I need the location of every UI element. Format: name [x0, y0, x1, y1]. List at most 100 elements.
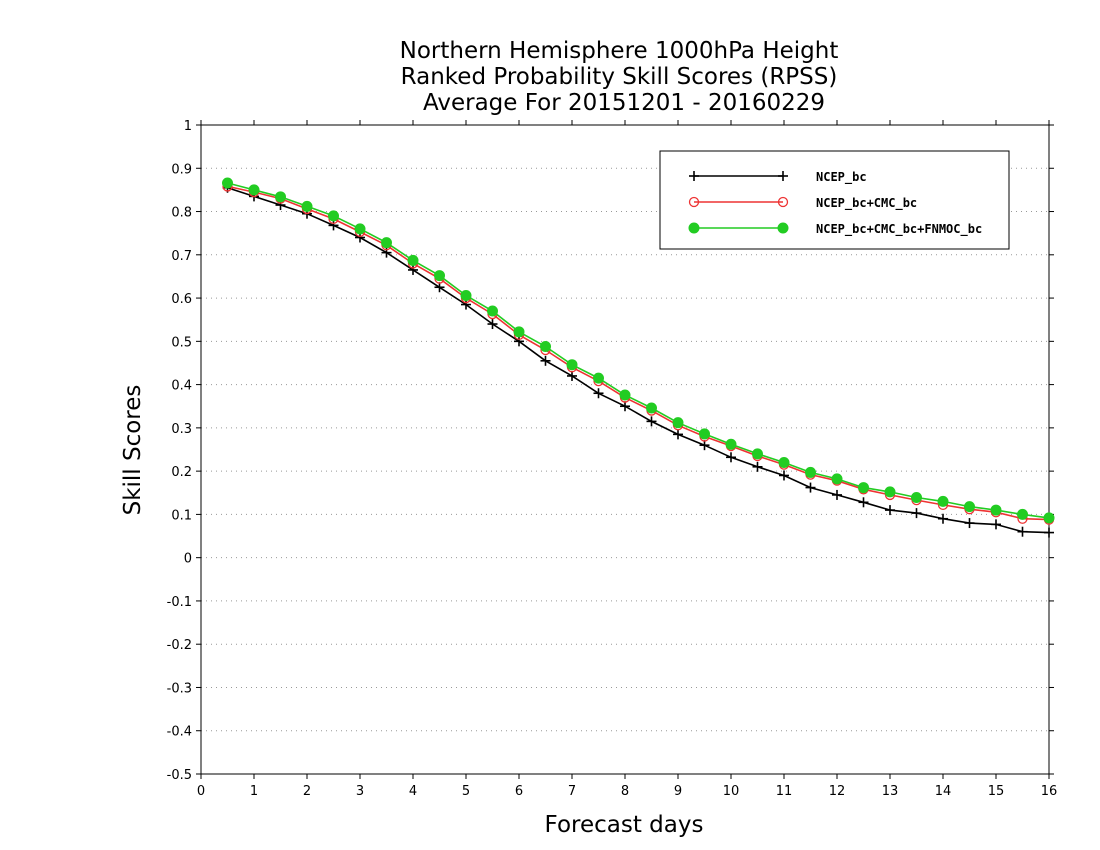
- data-point: [752, 448, 763, 460]
- data-point: [222, 177, 233, 189]
- data-point: [646, 416, 657, 427]
- data-point: [688, 196, 700, 208]
- data-point: [408, 264, 418, 275]
- x-tick-label: 16: [1041, 784, 1058, 799]
- data-point: [434, 282, 445, 293]
- x-tick-label: 8: [621, 784, 629, 799]
- data-point: [275, 191, 286, 203]
- x-tick-label: 11: [776, 784, 793, 799]
- data-point: [407, 254, 419, 266]
- data-point: [777, 196, 789, 208]
- data-point: [805, 482, 816, 493]
- legend-label: NCEP_bc: [816, 170, 867, 185]
- data-point: [566, 359, 578, 371]
- x-tick-label: 6: [515, 784, 523, 799]
- data-point: [937, 495, 949, 507]
- y-tick-label: 0.5: [171, 335, 192, 350]
- data-point: [381, 237, 392, 249]
- x-tick-label: 4: [409, 784, 417, 799]
- data-point: [911, 508, 922, 519]
- x-tick-label: 3: [356, 784, 364, 799]
- data-point: [911, 492, 922, 504]
- data-point: [725, 438, 737, 450]
- y-tick-label: 0.6: [171, 292, 192, 307]
- data-point: [964, 501, 975, 513]
- data-point: [593, 372, 604, 384]
- x-axis-title: Forecast days: [545, 812, 704, 838]
- x-tick-label: 13: [882, 784, 899, 799]
- data-point: [938, 513, 948, 524]
- y-tick-label: -0.2: [167, 638, 192, 653]
- data-point: [301, 200, 313, 212]
- series-group: [222, 177, 1055, 538]
- data-point: [1043, 512, 1055, 524]
- y-axis-title: Skill Scores: [120, 385, 146, 516]
- data-point: [699, 440, 710, 451]
- legend-entry: NCEP_bc+CMC_bc+FNMOC_bc: [688, 222, 982, 237]
- data-point: [885, 505, 895, 516]
- data-point: [567, 370, 577, 381]
- legend-entry: NCEP_bc+CMC_bc: [688, 196, 917, 211]
- x-tick-label: 1: [250, 784, 258, 799]
- data-point: [858, 482, 869, 494]
- data-point: [831, 473, 843, 485]
- data-point: [514, 336, 524, 347]
- legend-label: NCEP_bc+CMC_bc: [816, 196, 917, 211]
- data-point: [805, 466, 816, 478]
- chart-title: Northern Hemisphere 1000hPa Height Ranke…: [400, 38, 839, 116]
- y-tick-label: 0.8: [171, 206, 192, 221]
- data-point: [752, 461, 763, 472]
- grid-lines: [201, 167, 1049, 732]
- data-point: [991, 519, 1001, 530]
- data-point: [513, 326, 525, 338]
- y-tick-label: 0.4: [171, 379, 192, 394]
- data-point: [858, 497, 869, 508]
- data-point: [832, 489, 842, 500]
- axis-ticks: -0.5 -0.4 -0.3 -0.2 -0.1 0 0.1 0.2 0.3 0.4 0.5 0.6 0…: [167, 119, 1058, 799]
- data-point: [778, 171, 788, 181]
- chart-title-line-1: Northern Hemisphere 1000hPa Height: [400, 38, 839, 64]
- y-tick-label: -0.1: [167, 595, 192, 610]
- data-point: [673, 429, 683, 440]
- data-point: [328, 210, 339, 222]
- data-point: [1017, 508, 1028, 520]
- data-point: [487, 319, 498, 330]
- y-tick-label: 0: [184, 552, 192, 567]
- x-tick-label: 14: [935, 784, 952, 799]
- data-point: [434, 270, 445, 282]
- legend-entry: NCEP_bc: [689, 170, 867, 185]
- x-tick-label: 12: [829, 784, 846, 799]
- y-tick-label: -0.4: [167, 725, 192, 740]
- data-point: [699, 428, 710, 440]
- x-tick-label: 9: [674, 784, 682, 799]
- data-point: [1017, 526, 1028, 537]
- data-point: [884, 486, 896, 498]
- x-tick-label: 10: [723, 784, 740, 799]
- x-tick-label: 7: [568, 784, 576, 799]
- y-tick-label: 0.7: [171, 249, 192, 264]
- data-point: [487, 305, 498, 317]
- data-point: [620, 401, 630, 412]
- x-tick-label: 0: [197, 784, 205, 799]
- data-point: [593, 388, 604, 399]
- x-tick-label: 5: [462, 784, 470, 799]
- legend: NCEP_bc NCEP_bc+CMC_bc NCEP_bc+CMC_bc+FNMO…: [659, 150, 1010, 250]
- y-tick-label: -0.5: [167, 768, 192, 783]
- data-point: [646, 402, 657, 414]
- y-tick-label: -0.3: [167, 681, 192, 696]
- legend-label: NCEP_bc+CMC_bc+FNMOC_bc: [816, 222, 982, 237]
- data-point: [777, 222, 789, 234]
- chart-title-line-3: Average For 20151201 - 20160229: [423, 90, 825, 116]
- data-point: [964, 518, 975, 529]
- chart-title-line-2: Ranked Probability Skill Scores (RPSS): [401, 64, 838, 90]
- y-tick-label: 1: [184, 119, 192, 134]
- data-point: [328, 220, 339, 231]
- data-point: [689, 171, 699, 181]
- x-tick-label: 15: [988, 784, 1005, 799]
- legend-box: [659, 150, 1010, 250]
- data-point: [540, 355, 551, 366]
- data-point: [248, 184, 260, 196]
- y-tick-label: 0.9: [171, 162, 192, 177]
